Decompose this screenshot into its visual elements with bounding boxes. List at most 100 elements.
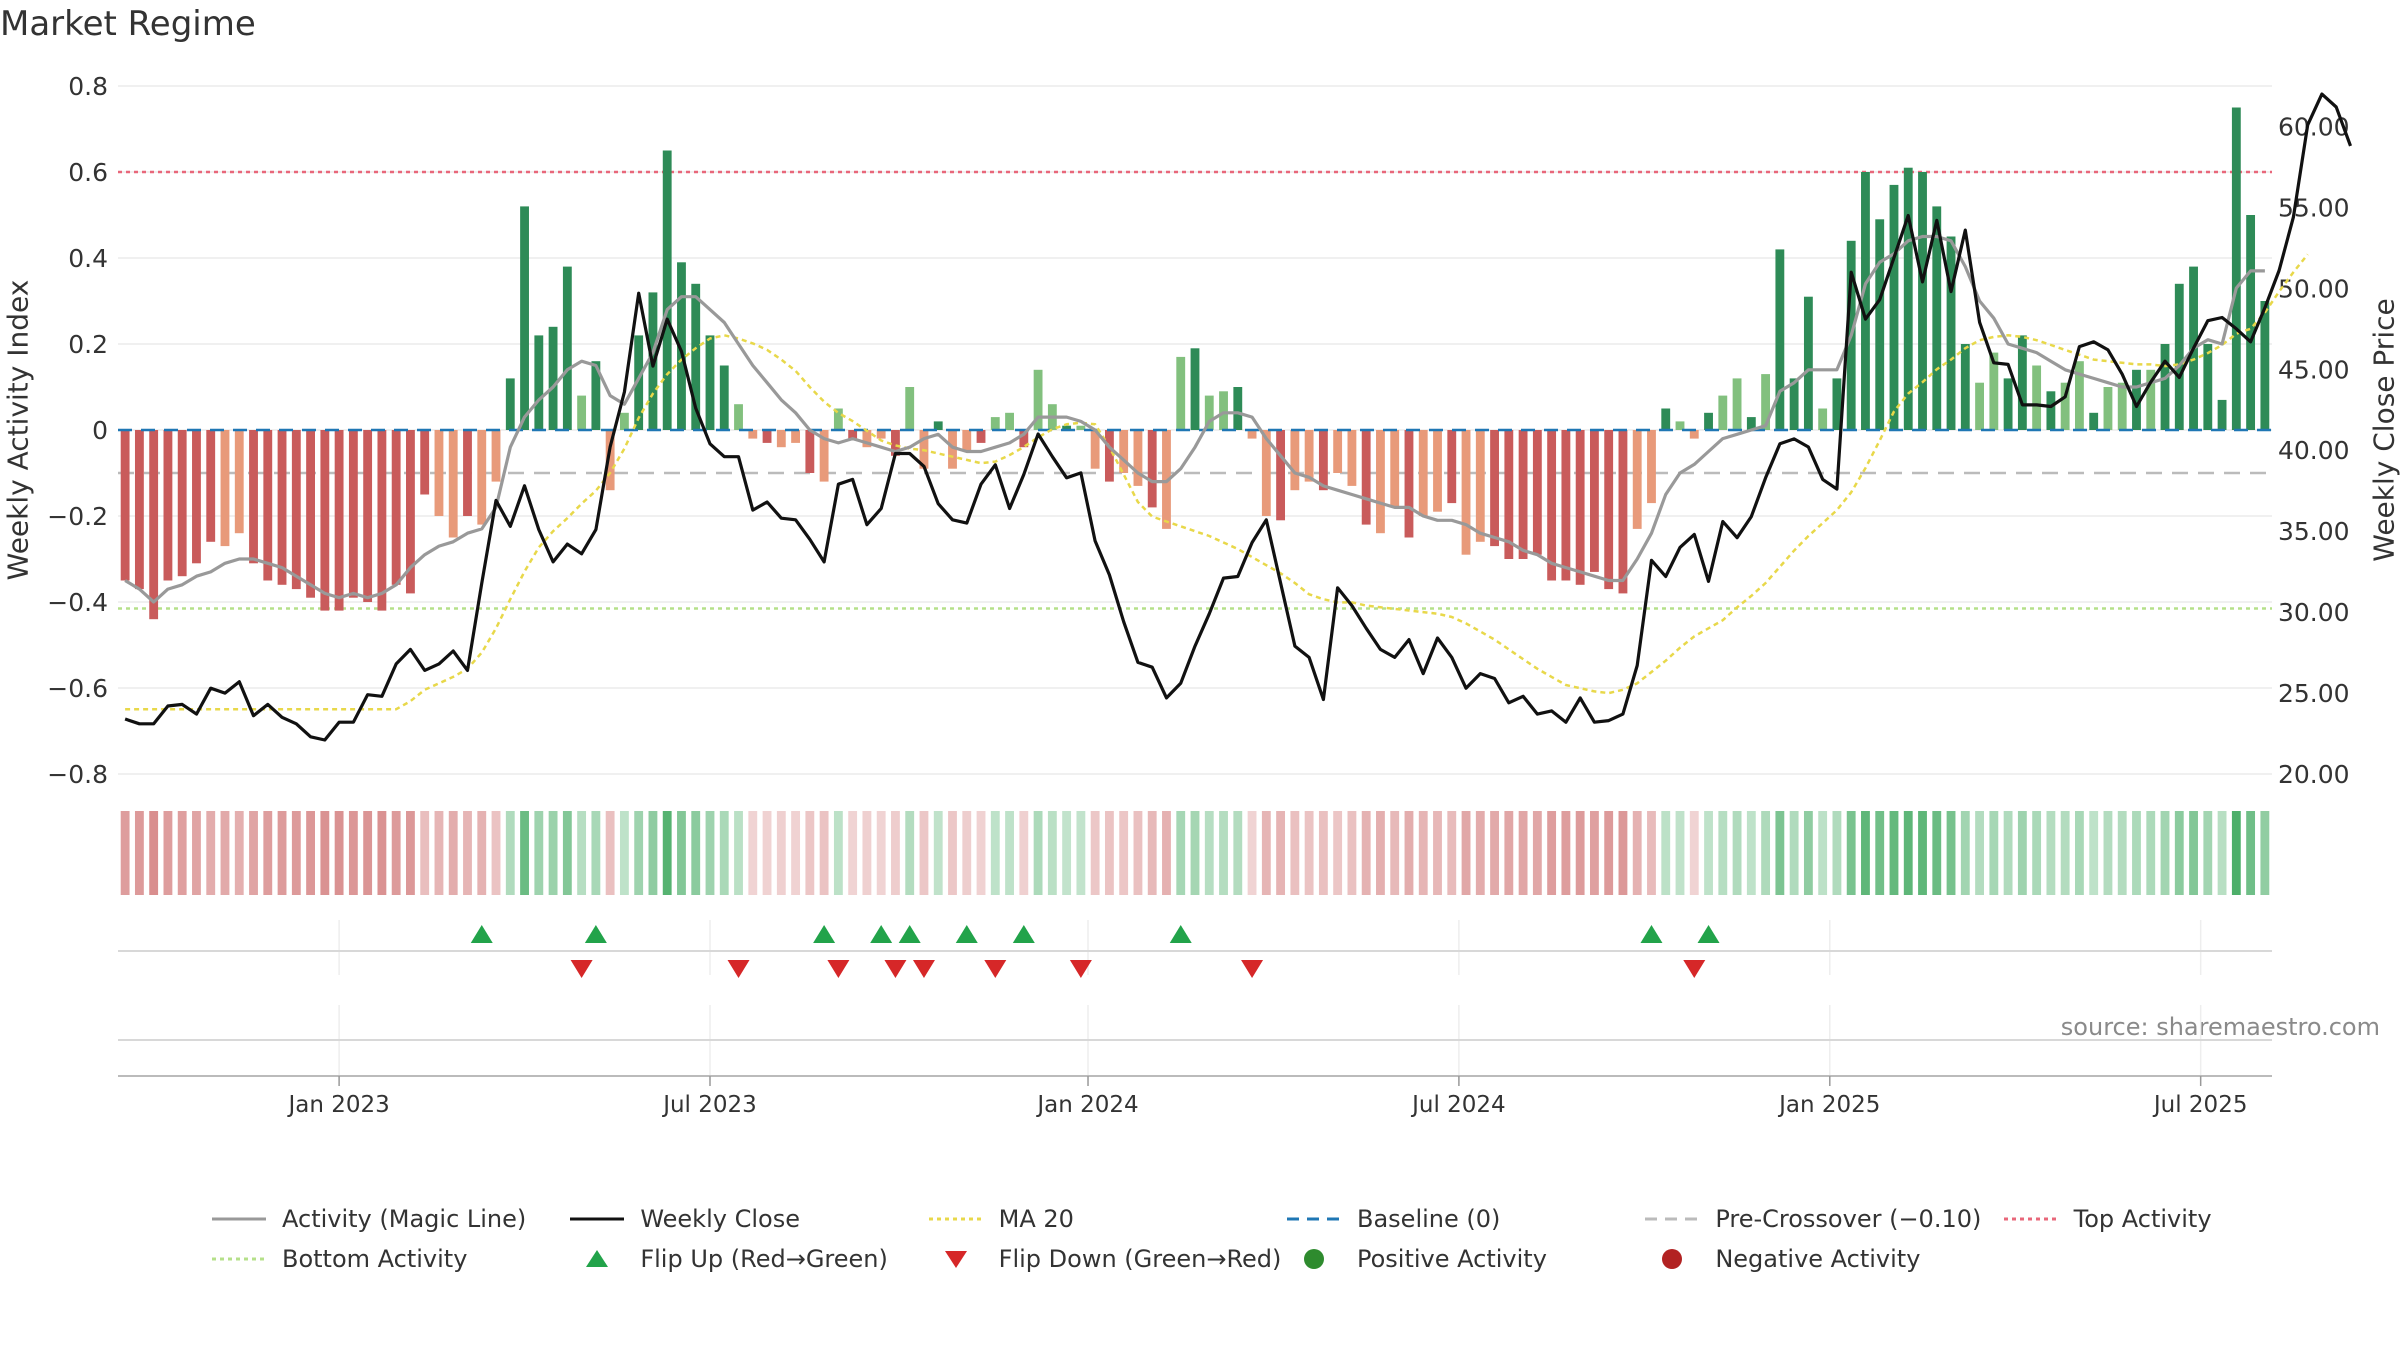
regime-strip-cell (905, 811, 915, 895)
activity-bar (1775, 249, 1785, 430)
regime-strip-cell (2032, 811, 2042, 895)
y-right-tick-label: 45.00 (2278, 355, 2350, 384)
activity-bar (1005, 412, 1014, 430)
regime-strip-cell (1447, 811, 1457, 895)
legend-item: Activity (Magic Line) (210, 1205, 568, 1233)
x-tick-label: Jul 2023 (661, 1092, 757, 1118)
regime-strip-cell (249, 811, 258, 895)
legend-label: Positive Activity (1357, 1245, 1547, 1273)
flip-down-marker (1069, 960, 1092, 978)
activity-bar (206, 430, 216, 542)
regime-strip-cell (948, 811, 957, 895)
activity-bar (776, 430, 786, 448)
y-left-tick-label: −0.8 (47, 760, 108, 789)
regime-strip-cell (677, 811, 686, 895)
legend-swatch-icon (586, 1250, 609, 1267)
activity-bar (1632, 430, 1642, 529)
regime-strip-cell (320, 811, 330, 895)
regime-strip-cell (1404, 811, 1414, 895)
regime-strip-cell (2003, 811, 2013, 895)
legend-swatch-icon (1645, 1217, 1700, 1221)
activity-bar (1889, 184, 1899, 430)
activity-bar (976, 430, 986, 443)
regime-strip-cell (634, 811, 644, 895)
regime-strip-cell (1147, 811, 1157, 895)
regime-strip-cell (748, 811, 758, 895)
flip-up-marker (1169, 925, 1192, 943)
regime-strip-cell (1005, 811, 1014, 895)
regime-strip-cell (1261, 811, 1271, 895)
activity-bar (306, 430, 315, 598)
chart-title: Market Regime (0, 4, 256, 44)
regime-strip-cell (1818, 811, 1828, 895)
regime-strip-cell (776, 811, 786, 895)
activity-bar (1447, 430, 1457, 504)
regime-strip-cell (1604, 811, 1614, 895)
regime-strip-cell (605, 811, 615, 895)
regime-strip-cell (1104, 811, 1114, 895)
flip-up-marker (898, 925, 921, 943)
regime-strip-cell (406, 811, 415, 895)
regime-strip-cell (876, 811, 886, 895)
activity-bar (1247, 430, 1257, 439)
activity-bar (334, 430, 344, 611)
legend-item: MA 20 (927, 1205, 1285, 1233)
activity-bar (791, 430, 801, 443)
regime-strip-cell (1418, 811, 1428, 895)
activity-bar (2032, 365, 2042, 430)
activity-bar (2260, 301, 2270, 430)
flip-up-marker (1012, 925, 1035, 943)
activity-bar (1033, 369, 1043, 430)
regime-strip-cell (1304, 811, 1314, 895)
legend-swatch-icon (2003, 1217, 2058, 1221)
regime-strip-cell (149, 811, 159, 895)
activity-bar (1704, 412, 1713, 430)
regime-strip-cell (1632, 811, 1642, 895)
regime-strip-cell (791, 811, 801, 895)
activity-bar (249, 430, 258, 564)
regime-strip-cell (2117, 811, 2127, 895)
regime-strip-cell (1033, 811, 1043, 895)
legend-label: Flip Down (Green→Red) (998, 1245, 1282, 1273)
activity-bar (348, 430, 358, 598)
flip-up-marker (1640, 925, 1663, 943)
legend-swatch-icon (1304, 1249, 1324, 1269)
activity-bar (1219, 391, 1228, 430)
regime-strip-cell (1219, 811, 1228, 895)
activity-bar (1133, 430, 1143, 486)
regime-strip-cell (192, 811, 201, 895)
activity-bar (2160, 344, 2170, 430)
flip-down-marker (827, 960, 850, 978)
regime-strip-cell (1789, 811, 1799, 895)
activity-bar (634, 335, 644, 430)
activity-bar (1689, 430, 1699, 439)
activity-bar (177, 430, 187, 577)
regime-strip-cell (1190, 811, 1200, 895)
regime-strip-cell (1047, 811, 1057, 895)
legend-item: Pre-Crossover (−0.10) (1643, 1205, 2001, 1233)
activity-bar (463, 430, 472, 516)
regime-strip-cell (2089, 811, 2099, 895)
activity-bar (933, 421, 943, 430)
activity-bar (719, 365, 729, 430)
regime-strip-cell (263, 811, 273, 895)
activity-bar (448, 430, 458, 538)
activity-bar (477, 430, 487, 525)
activity-bar (562, 266, 572, 430)
regime-strip-cell (648, 811, 658, 895)
activity-bar (1803, 296, 1813, 430)
legend-item: Bottom Activity (210, 1245, 568, 1273)
regime-strip-cell (1547, 811, 1557, 895)
activity-bar (862, 430, 872, 448)
regime-strip-cell (1846, 811, 1856, 895)
regime-strip-cell (2146, 811, 2156, 895)
regime-strip-cell (1475, 811, 1485, 895)
legend-item: Flip Up (Red→Green) (568, 1245, 926, 1273)
activity-bar (1675, 421, 1685, 430)
activity-bar (677, 262, 686, 430)
activity-bar (1490, 430, 1499, 547)
activity-bar (1475, 430, 1485, 542)
regime-strip-cell (1390, 811, 1400, 895)
y-right-tick-label: 60.00 (2278, 112, 2350, 141)
flip-up-marker (870, 925, 893, 943)
